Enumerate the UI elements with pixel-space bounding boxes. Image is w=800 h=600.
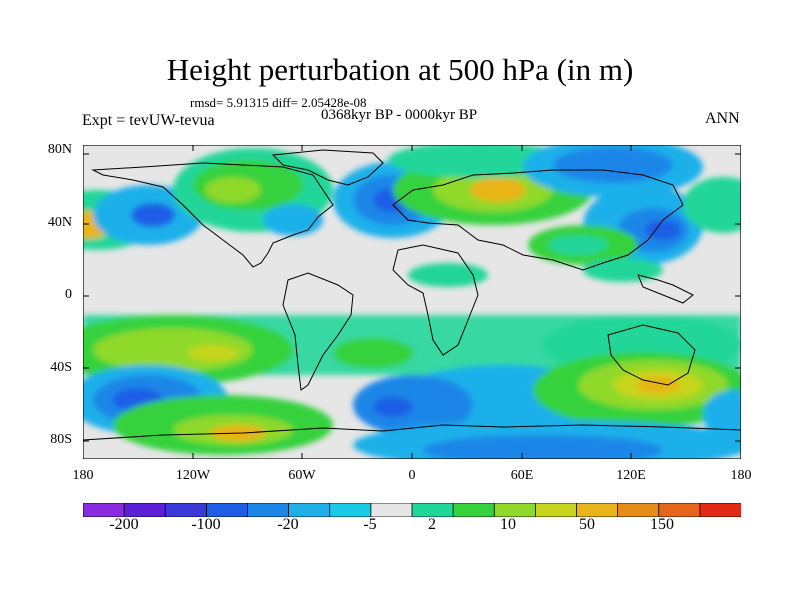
period-label: 0368kyr BP - 0000kyr BP [321, 107, 478, 123]
lon-label-120e: 120E [616, 468, 646, 483]
lon-label-180-left: 180 [72, 468, 94, 483]
season-label: ANN [705, 110, 740, 127]
lat-label-80n: 80N [47, 142, 72, 157]
colorbar-swatch-3 [205, 503, 249, 517]
antarctica-outline [83, 424, 741, 441]
colorbar-swatch-10 [493, 503, 537, 517]
colorbar-swatch-7 [370, 503, 413, 517]
lat-label-40s: 40S [50, 360, 72, 375]
height-perturbation-map [83, 145, 741, 459]
stats-line: rmsd= 5.91315 diff= 2.05428e-08 [190, 95, 367, 110]
colorbar-swatch-15 [699, 503, 741, 517]
colorbar-swatch-4 [247, 503, 290, 517]
lon-label-180-right: 180 [730, 468, 752, 483]
plot-title: Height perturbation at 500 hPa (in m) [166, 52, 634, 87]
africa-outline [392, 244, 479, 356]
colorbar-swatch-8 [411, 503, 455, 517]
lat-label-40n: 40N [47, 215, 72, 230]
lon-label-0: 0 [408, 468, 416, 483]
north-america-outline [91, 162, 334, 268]
colorbar-label-50: 50 [579, 516, 595, 533]
south-america-outline [282, 272, 354, 391]
lon-label-60e: 60E [510, 468, 534, 483]
colorbar-swatch-0 [83, 503, 126, 517]
colorbar-swatch-2 [164, 503, 208, 517]
contour-fills [83, 145, 741, 459]
lon-label-60w: 60W [288, 468, 316, 483]
axis-ticks [83, 145, 741, 459]
colorbar-label-150: 150 [650, 516, 674, 533]
colorbar-swatch-5 [288, 503, 331, 517]
colorbar-label-10: 10 [500, 516, 516, 533]
colorbar-swatch-9 [452, 503, 496, 517]
colorbar-swatch-12 [576, 503, 619, 517]
colorbar-swatch-13 [617, 503, 660, 517]
australia-outline [607, 324, 696, 386]
colorbar-label-2: 2 [428, 516, 436, 533]
colorbar-label-minus20: -20 [277, 516, 299, 533]
colorbar-label-minus5: -5 [363, 516, 377, 533]
colorbar-swatch-1 [123, 503, 167, 517]
lat-label-80s: 80S [50, 432, 72, 447]
experiment-label: Expt = tevUW-tevua [82, 112, 215, 129]
coastlines [83, 149, 741, 441]
colorbar-swatch-11 [534, 503, 578, 517]
eurasia-outline [392, 169, 684, 271]
maritime-continent-outline [637, 274, 694, 304]
colorbar [83, 503, 741, 517]
greenland-outline [271, 149, 384, 186]
colorbar-swatch-14 [658, 503, 701, 517]
colorbar-swatch-6 [329, 503, 372, 517]
colorbar-label-minus200: -200 [109, 516, 139, 533]
lat-label-0: 0 [65, 287, 72, 302]
lon-label-120w: 120W [175, 468, 211, 483]
colorbar-label-minus100: -100 [191, 516, 221, 533]
